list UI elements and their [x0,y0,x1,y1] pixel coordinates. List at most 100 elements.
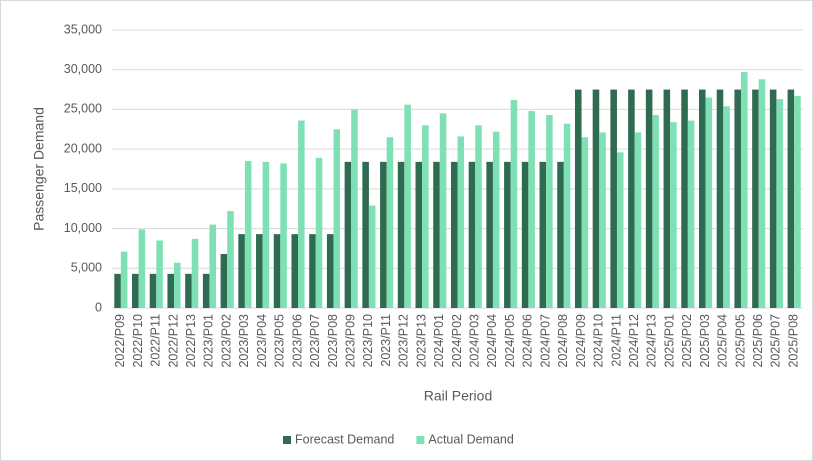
x-tick-label: 2024/P08 [556,314,570,368]
x-tick-label: 2025/P03 [698,314,712,368]
bar [492,131,500,308]
bar [362,161,369,308]
bar [776,99,783,308]
bar [291,234,299,308]
legend-swatch [283,436,291,444]
bar [769,89,777,308]
x-tick-label: 2023/P09 [343,314,357,368]
bar [227,211,234,308]
x-tick-label: 2023/P08 [326,314,340,368]
x-tick-label: 2022/P09 [113,314,127,368]
bar [663,89,671,308]
x-tick-label: 2024/P13 [645,314,659,368]
legend-label: Forecast Demand [295,432,394,446]
bar [510,99,518,308]
bar [681,89,688,308]
bar [705,97,713,308]
bar [149,273,157,308]
bar [698,89,706,308]
x-tick-label: 2024/P03 [468,314,482,368]
y-tick-label: 0 [95,300,102,314]
bar [238,234,245,308]
bar [380,161,387,308]
bar [244,161,252,308]
bar [120,251,128,308]
bar [592,89,600,308]
bar [220,253,228,308]
x-tick-label: 2024/P11 [609,314,623,367]
x-tick-label: 2023/P11 [379,314,393,367]
bar [439,113,447,309]
bar [616,152,624,308]
x-tick-label: 2024/P09 [574,314,588,368]
x-tick-label: 2025/P05 [733,314,747,368]
bar [315,157,323,308]
bar [794,95,801,308]
y-tick-label: 15,000 [64,181,102,195]
bar [386,137,394,308]
bar [758,79,766,308]
bar [645,89,653,308]
x-tick-label: 2024/P02 [450,314,464,368]
bar [687,120,695,308]
bar [344,161,352,308]
bar [114,273,121,308]
bar [610,89,617,308]
y-tick-label: 10,000 [64,221,102,235]
bar [634,132,642,308]
bar [670,122,677,308]
x-tick-label: 2022/P10 [131,314,145,368]
bar [787,89,795,308]
bar [397,161,405,308]
bar [185,273,192,308]
bar [433,161,440,308]
bar [528,111,535,308]
bar [457,136,465,308]
bar [262,161,270,308]
bar [734,89,741,308]
bar [581,137,589,308]
bar [716,89,724,308]
x-axis-title: Rail Period [424,388,492,404]
bar [132,273,139,308]
x-tick-label: 2023/P12 [397,314,411,368]
bar [209,224,217,308]
legend-label: Actual Demand [428,432,514,446]
bar [351,109,358,308]
x-tick-label: 2024/P01 [432,314,446,368]
bar [652,114,659,308]
bar [298,120,305,308]
bar [202,273,210,308]
bar [723,106,730,308]
bar [309,234,316,308]
bar [273,234,281,308]
bar [574,89,582,308]
bar [368,205,376,308]
bar [167,273,175,308]
x-tick-label: 2023/P06 [290,314,304,368]
bar [156,240,163,308]
x-tick-label: 2024/P12 [627,314,641,368]
x-tick-label: 2024/P05 [503,314,517,368]
bar [539,161,547,308]
bar [326,234,334,308]
x-tick-label: 2024/P06 [521,314,535,368]
bar [333,129,341,308]
x-tick-label: 2023/P10 [361,314,375,368]
x-tick-label: 2023/P13 [414,314,428,368]
legend-swatch [416,436,425,444]
bar [599,132,606,308]
x-tick-label: 2025/P07 [769,314,783,368]
y-axis-title: Passenger Demand [31,107,47,231]
x-tick-label: 2023/P07 [308,314,322,368]
y-tick-label: 25,000 [64,102,102,116]
bar [486,161,493,308]
bar [628,89,635,308]
bar [563,123,571,309]
bar [174,262,181,308]
x-tick-label: 2023/P03 [237,314,251,368]
bar [256,234,263,308]
x-tick-label: 2022/P11 [149,314,163,367]
x-tick-label: 2023/P04 [255,314,269,368]
bar [546,114,553,308]
